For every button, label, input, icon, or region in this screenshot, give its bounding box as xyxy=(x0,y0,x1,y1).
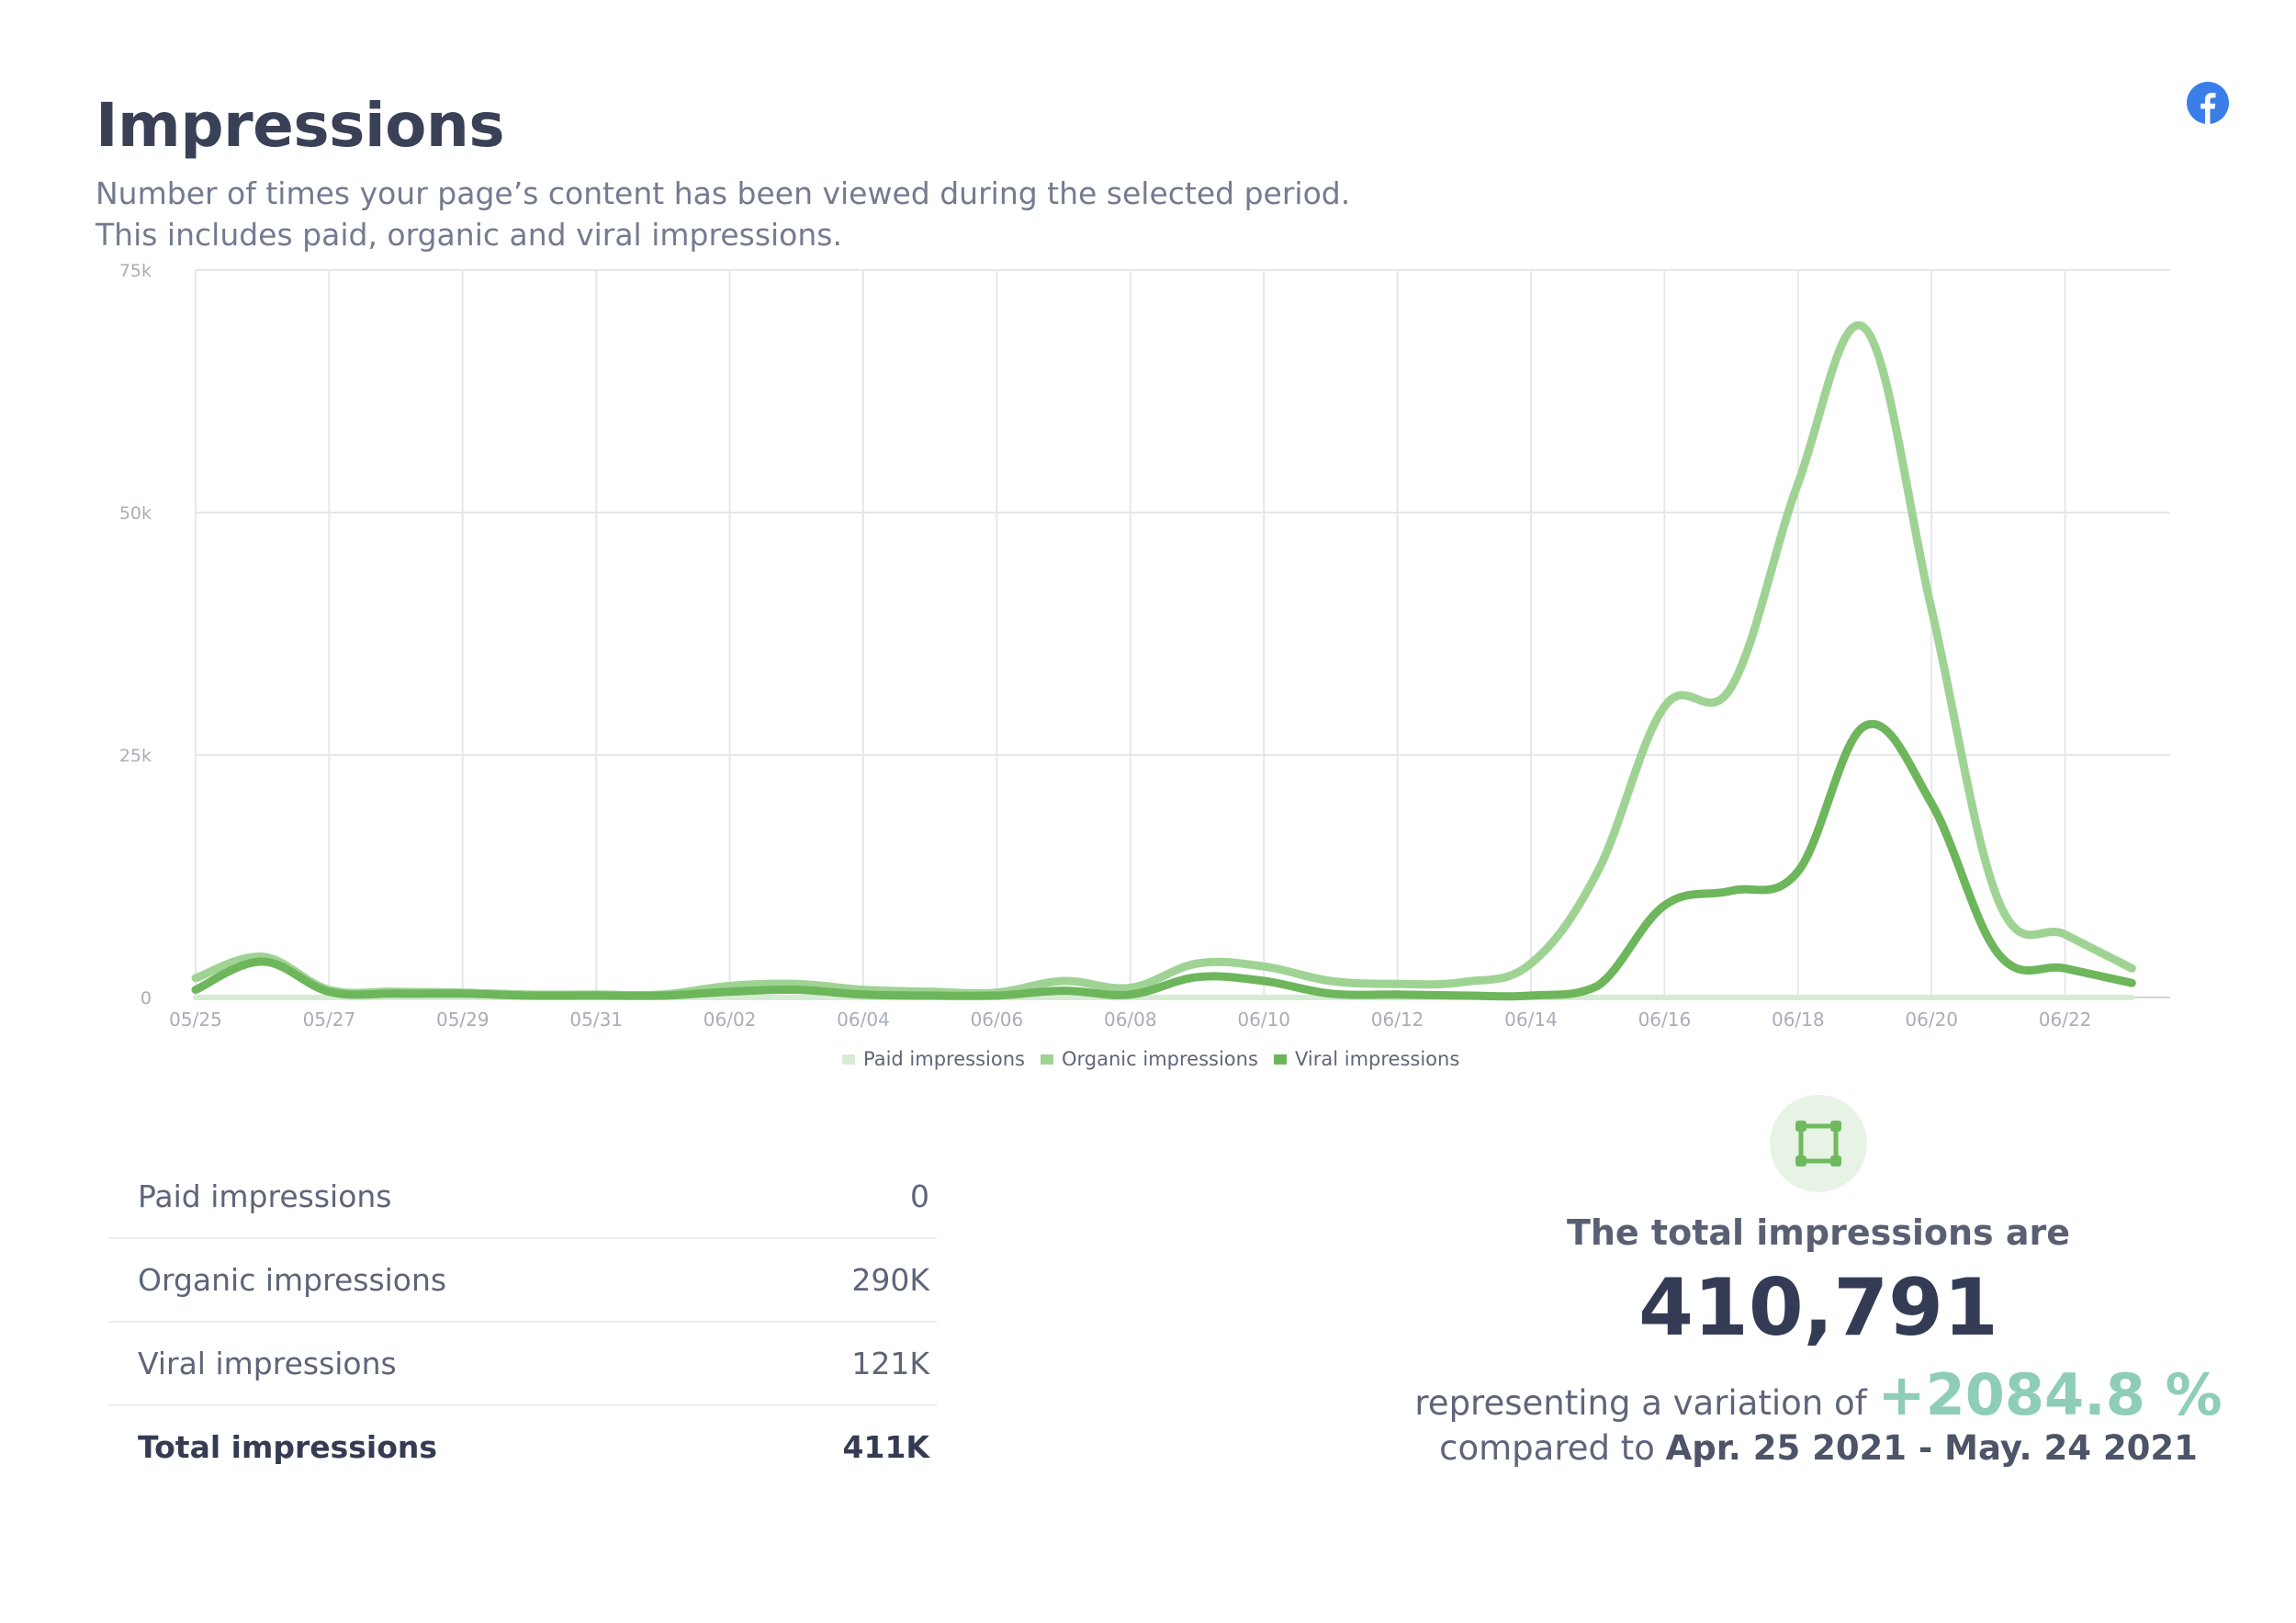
facebook-icon xyxy=(2187,82,2229,124)
y-tick-label: 75k xyxy=(119,261,152,281)
impressions-icon-corner-br xyxy=(1830,1155,1841,1167)
legend-organic-swatch xyxy=(1041,1054,1053,1065)
x-tick-label: 05/25 xyxy=(169,1009,222,1031)
x-tick-label: 06/06 xyxy=(971,1009,1024,1031)
table-row: Organic impressions 290K xyxy=(108,1238,937,1323)
variation-line: representing a variation of +2084.8 % xyxy=(1350,1361,2287,1428)
x-tick-label: 06/12 xyxy=(1371,1009,1424,1031)
impressions-icon-corner-tl xyxy=(1795,1121,1806,1132)
x-tick-label: 06/10 xyxy=(1237,1009,1290,1031)
impressions-frame-icon xyxy=(1770,1095,1867,1192)
x-tick-label: 06/18 xyxy=(1772,1009,1825,1031)
row-value: 411K xyxy=(842,1429,929,1465)
row-label: Organic impressions xyxy=(108,1238,760,1323)
facebook-icon-glyph xyxy=(2200,93,2216,124)
row-label: Paid impressions xyxy=(108,1155,760,1239)
y-tick-label: 0 xyxy=(141,988,152,1009)
x-tick-label: 06/02 xyxy=(703,1009,757,1031)
y-tick-label: 50k xyxy=(119,503,152,524)
compare-prefix: compared to xyxy=(1439,1428,1655,1468)
row-value: 290K xyxy=(759,1238,937,1323)
row-label: Total impressions xyxy=(138,1429,438,1465)
impressions-icon-corner-tr xyxy=(1830,1121,1841,1132)
row-value: 121K xyxy=(759,1322,937,1406)
x-tick-label: 06/14 xyxy=(1504,1009,1558,1031)
impressions-icon-corner-bl xyxy=(1795,1155,1806,1167)
summary-heading: The total impressions are xyxy=(1566,1212,2071,1253)
x-tick-label: 05/27 xyxy=(303,1009,356,1031)
legend-viral-label: Viral impressions xyxy=(1295,1048,1459,1070)
x-tick-label: 06/22 xyxy=(2039,1009,2092,1031)
legend-paid-label: Paid impressions xyxy=(863,1048,1025,1070)
legend-organic-label: Organic impressions xyxy=(1062,1048,1258,1070)
subtitle-line-1: Number of times your page’s content has … xyxy=(96,175,1351,211)
row-value: 0 xyxy=(759,1155,937,1239)
variation-value: +2084.8 % xyxy=(1877,1361,2223,1428)
page-subtitle: Number of times your page’s content has … xyxy=(96,173,1350,255)
compare-period: Apr. 25 2021 - May. 24 2021 xyxy=(1665,1428,2198,1468)
subtitle-line-2: This includes paid, organic and viral im… xyxy=(96,217,842,253)
impressions-icon-bg xyxy=(1770,1095,1867,1192)
impressions-line-chart: 0 25k 50k 75k 05/25 05/27 05/29 05/31 06/02 06/04… xyxy=(119,261,2170,1070)
viral-impressions-line xyxy=(191,719,2136,1001)
y-tick-label: 25k xyxy=(119,746,152,766)
x-tick-label: 06/16 xyxy=(1638,1009,1692,1031)
organic-impressions-line xyxy=(191,321,2136,1000)
x-tick-label: 06/04 xyxy=(837,1009,890,1031)
variation-prefix: representing a variation of xyxy=(1414,1383,1867,1423)
table-row-total: Total impressions 411K xyxy=(108,1405,937,1488)
impressions-breakdown-table: Paid impressions 0 Organic impressions 290K… xyxy=(108,1155,937,1488)
page-title: Impressions xyxy=(96,90,505,161)
summary-panel: The total impressions are 410,791 repres… xyxy=(1350,1095,2287,1468)
total-impressions-value: 410,791 xyxy=(1638,1262,1998,1354)
row-label: Viral impressions xyxy=(108,1322,760,1406)
table-row: Paid impressions 0 xyxy=(108,1155,937,1239)
x-tick-label: 05/29 xyxy=(436,1009,490,1031)
table-row: Viral impressions 121K xyxy=(108,1322,937,1406)
impressions-icon-frame xyxy=(1798,1123,1839,1164)
x-tick-label: 06/08 xyxy=(1104,1009,1157,1031)
comparison-line: compared to Apr. 25 2021 - May. 24 2021 xyxy=(1350,1428,2287,1468)
legend-viral-swatch xyxy=(1274,1054,1287,1065)
legend-paid-swatch xyxy=(842,1054,855,1065)
x-tick-label: 06/20 xyxy=(1905,1009,1958,1031)
x-tick-label: 05/31 xyxy=(569,1009,623,1031)
